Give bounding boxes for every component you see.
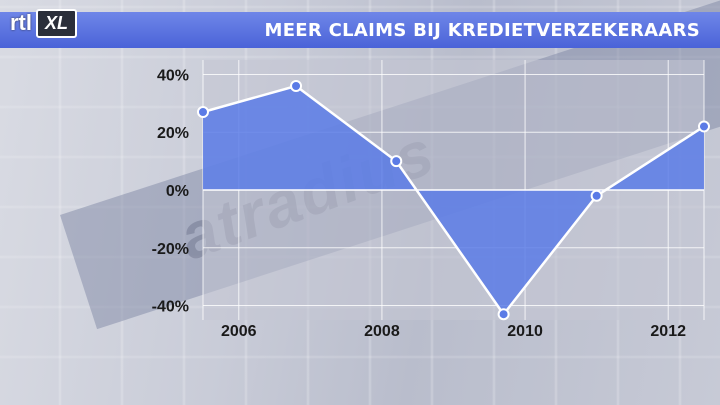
y-tick-label: -20% (152, 241, 189, 258)
data-points (197, 80, 710, 321)
series-line (202, 84, 705, 316)
header-bar (0, 12, 720, 48)
chart-title: MEER CLAIMS BIJ KREDIETVERZEKERAARS (264, 19, 700, 41)
channel-logo: rtl XL (10, 4, 78, 42)
x-tick-label: 2006 (221, 323, 257, 340)
y-tick-label: 0% (166, 183, 189, 200)
x-tick-label: 2012 (650, 323, 686, 340)
x-tick-label: 2008 (364, 323, 400, 340)
data-point-0 (197, 106, 209, 118)
y-axis-labels: 40% 20% 0% -20% -40% (152, 67, 189, 315)
data-point-3 (497, 308, 510, 321)
data-point-5 (698, 120, 710, 133)
logo-xl-badge: XL (36, 8, 78, 38)
y-tick-label: 40% (157, 67, 189, 84)
data-point-1 (290, 80, 303, 92)
title-banner: MEER CLAIMS BIJ KREDIETVERZEKERAARS (236, 12, 706, 48)
area-fill (203, 86, 704, 315)
data-point-2 (390, 155, 403, 168)
x-axis-labels: 2006 2008 2010 2012 (221, 323, 686, 340)
logo-rtl-text: rtl (10, 10, 32, 35)
y-tick-label: 20% (157, 125, 189, 142)
x-tick-label: 2010 (507, 323, 543, 340)
data-point-4 (590, 189, 603, 202)
y-tick-label: -40% (152, 299, 189, 316)
